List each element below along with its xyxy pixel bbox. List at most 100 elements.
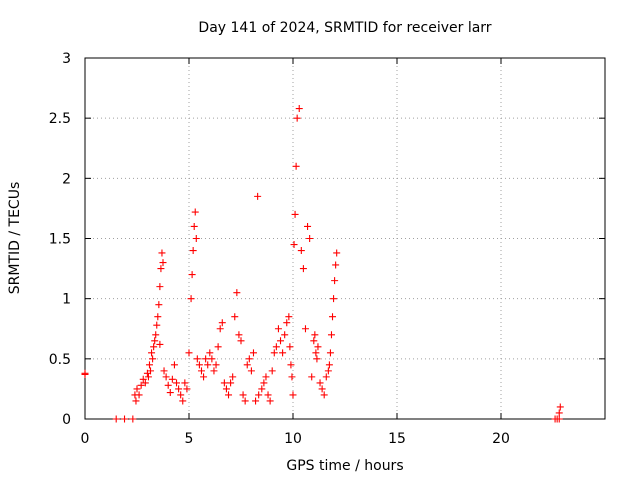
data-point [254,192,262,200]
data-point [329,313,337,321]
data-point [220,379,228,387]
data-point [308,373,316,381]
data-point [556,403,564,411]
data-point [291,210,299,218]
data-point [191,208,199,216]
data-point [555,409,563,417]
data-point [247,367,255,375]
data-point [135,391,143,399]
data-point [235,331,243,339]
data-point [197,367,205,375]
data-point [222,385,230,393]
data-point [160,367,168,375]
data-point [249,349,257,357]
data-point [148,349,156,357]
x-tick-label: 15 [388,431,406,447]
data-point [270,349,278,357]
y-axis-label: SRMTID / TECUs [7,182,23,295]
data-point [281,331,289,339]
data-point [216,325,224,333]
data-point [212,361,220,369]
x-tick-label: 0 [81,431,90,447]
data-point [145,361,153,369]
data-point [141,379,149,387]
data-point [311,331,319,339]
data-point [153,321,161,329]
data-point [218,319,226,327]
data-point [320,391,328,399]
data-point [241,397,249,405]
y-tick-label: 1.5 [49,232,71,248]
data-point [258,385,266,393]
data-point [555,415,563,423]
data-point [156,340,164,348]
data-point [137,381,145,389]
x-axis-label: GPS time / hours [286,458,403,474]
y-tick-label: 1 [62,292,71,308]
data-point [279,349,287,357]
data-point [206,349,214,357]
data-point [293,114,301,122]
y-tick-label: 0.5 [49,352,71,368]
x-tick-label: 10 [284,431,302,447]
data-point [299,265,307,273]
data-point [272,343,280,351]
data-point [332,261,340,269]
data-point [187,295,195,303]
data-point [233,289,241,297]
data-point [214,343,222,351]
data-point [152,331,160,339]
chart-title: Day 141 of 2024, SRMTID for receiver lar… [198,20,491,36]
data-point [164,381,172,389]
data-point [177,391,185,399]
data-point [289,391,297,399]
grid [85,58,605,419]
data-point [326,349,334,357]
data-point [274,325,282,333]
data-point [204,361,212,369]
data-point [227,379,235,387]
data-point [188,271,196,279]
data-point [252,397,260,405]
data-point [175,385,183,393]
data-point [277,337,285,345]
data-point [192,235,200,242]
data-point [173,379,181,387]
data-point [200,373,208,381]
data-point [147,367,155,375]
data-point [330,295,338,303]
data-point [170,361,178,369]
data-point [313,355,321,363]
data-point [190,222,198,230]
data-point [181,379,189,387]
data-point [193,355,201,363]
data-point [314,343,322,351]
data-point [301,325,309,333]
data-point [260,379,268,387]
data-point [195,361,203,369]
data-point [149,355,157,363]
data-point [285,313,293,321]
data-point [243,361,251,369]
data-point [316,379,324,387]
data-point [208,355,216,363]
data-point [154,313,162,321]
x-tick-label: 5 [185,431,194,447]
data-point [245,355,253,363]
data-point [239,391,247,399]
axis-ticks: 0 0.5 1 1.5 2 2.5 3 0 5 10 15 20 [49,51,605,447]
data-point [129,415,137,423]
data-point [183,385,191,393]
data-point [304,222,312,230]
data-point [189,247,197,255]
data-point [325,361,333,369]
data-point [81,369,89,377]
y-tick-label: 3 [62,51,71,67]
data-point [283,319,291,327]
data-point [185,349,193,357]
data-point [202,355,210,363]
data-point [168,375,176,383]
data-point [210,367,218,375]
data-point [333,249,341,257]
